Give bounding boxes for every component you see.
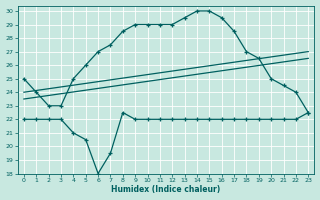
X-axis label: Humidex (Indice chaleur): Humidex (Indice chaleur) (111, 185, 221, 194)
